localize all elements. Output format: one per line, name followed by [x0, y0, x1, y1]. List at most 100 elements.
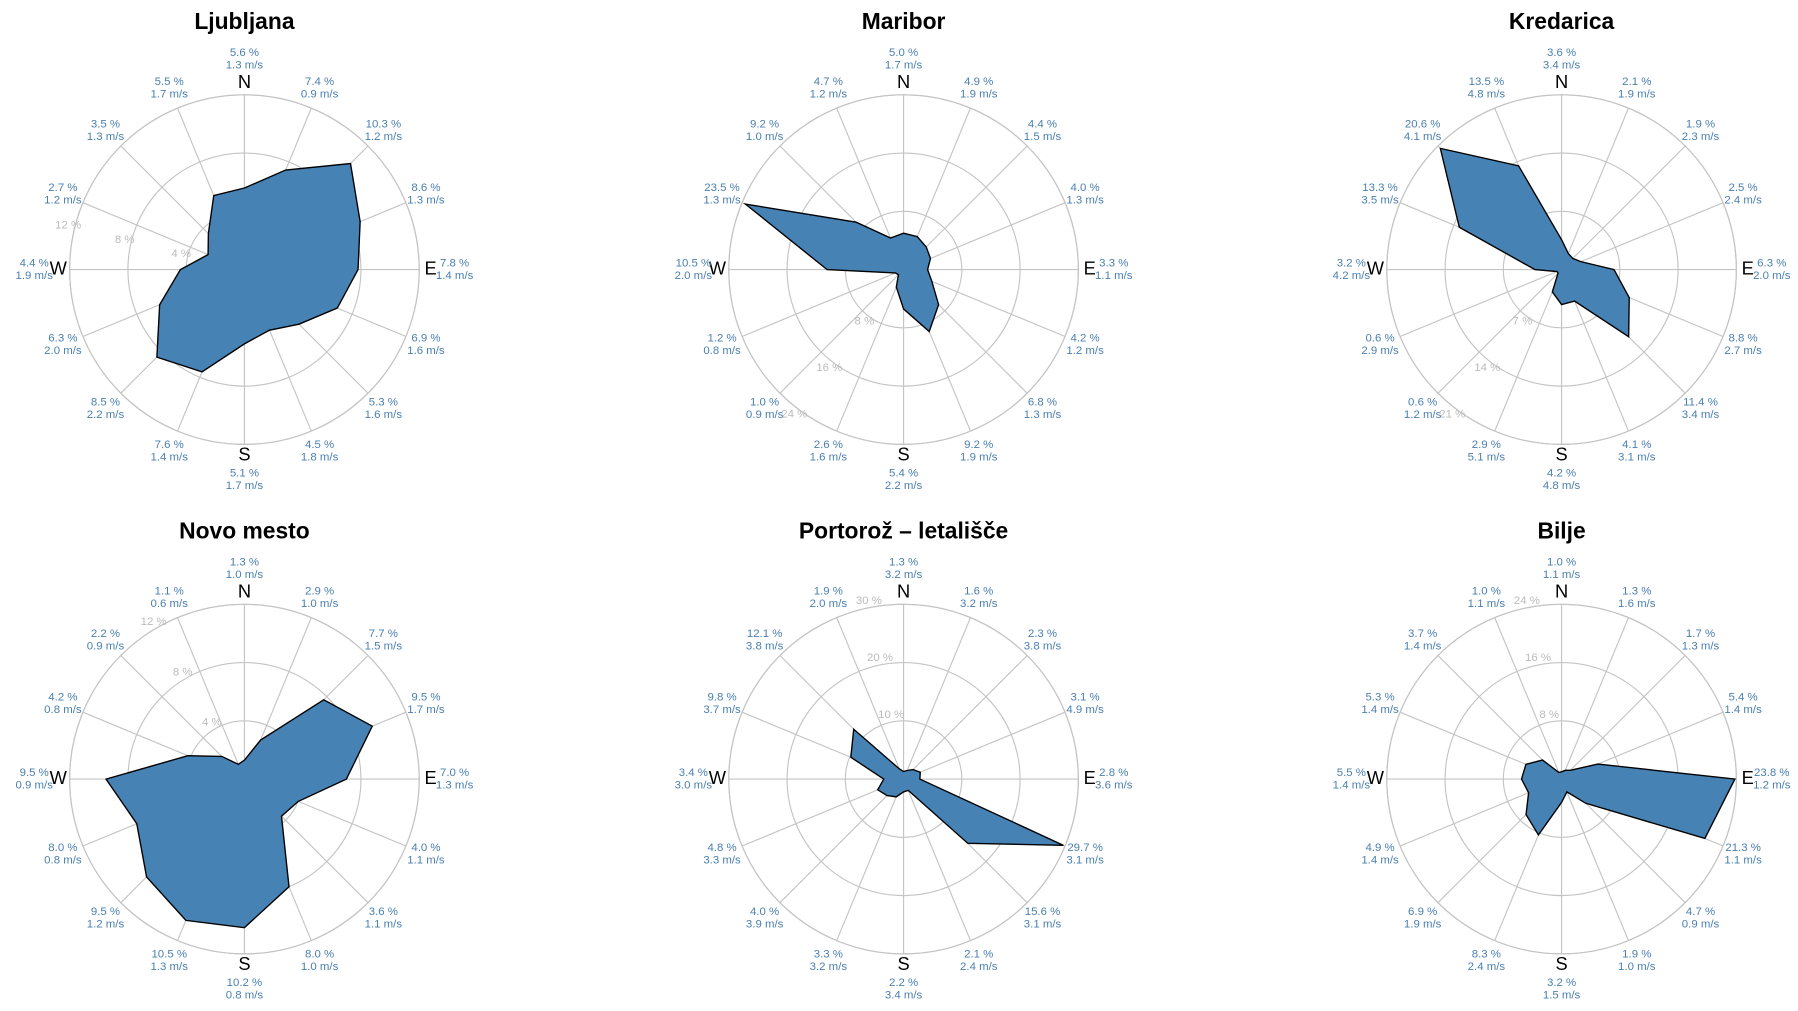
direction-label: N	[238, 71, 251, 92]
value-label: 9.5 %	[20, 767, 49, 779]
value-label: 5.4 %	[1729, 692, 1758, 704]
spoke	[1561, 617, 1629, 780]
value-label: 1.9 %	[1622, 948, 1651, 960]
direction-label: W	[50, 767, 68, 788]
value-label: 4.5 %	[305, 439, 334, 451]
chart-title: Ljubljana	[194, 8, 295, 34]
speed-label: 0.8 m/s	[226, 990, 264, 1002]
value-label: 6.3 %	[1757, 257, 1786, 269]
speed-label: 1.2 m/s	[1404, 409, 1442, 421]
direction-label: W	[50, 257, 68, 278]
speed-label: 3.7 m/s	[703, 704, 741, 716]
value-label: 3.6 %	[1547, 47, 1576, 59]
value-label: 8.3 %	[1472, 948, 1501, 960]
speed-label: 1.9 m/s	[16, 270, 54, 282]
speed-label: 1.0 m/s	[1618, 961, 1656, 973]
speed-label: 1.6 m/s	[1618, 598, 1656, 610]
speed-label: 1.1 m/s	[1543, 569, 1581, 581]
speed-label: 1.4 m/s	[1333, 779, 1371, 791]
speed-label: 3.2 m/s	[885, 569, 923, 581]
speed-label: 1.4 m/s	[151, 451, 189, 463]
value-label: 21.3 %	[1725, 842, 1761, 854]
value-label: 10.5 %	[676, 257, 712, 269]
speed-label: 1.0 m/s	[226, 569, 264, 581]
direction-label: S	[238, 953, 250, 974]
spoke	[1561, 145, 1686, 271]
direction-label: E	[1742, 257, 1754, 278]
speed-label: 1.5 m/s	[365, 640, 403, 652]
direction-label: E	[425, 767, 437, 788]
spoke	[903, 655, 1028, 780]
speed-label: 1.3 m/s	[1024, 409, 1062, 421]
value-label: 4.0 %	[750, 906, 779, 918]
speed-label: 3.0 m/s	[675, 779, 713, 791]
value-label: 9.5 %	[91, 906, 120, 918]
value-label: 8.6 %	[411, 182, 440, 194]
direction-label: E	[425, 257, 437, 278]
speed-label: 1.0 m/s	[301, 598, 339, 610]
r-tick-label: 16 %	[816, 362, 842, 374]
speed-label: 0.9 m/s	[746, 409, 784, 421]
value-label: 1.7 %	[1686, 628, 1715, 640]
value-label: 5.3 %	[369, 396, 398, 408]
value-label: 4.8 %	[707, 842, 736, 854]
speed-label: 1.2 m/s	[87, 918, 125, 930]
r-tick-label: 10 %	[878, 709, 904, 721]
speed-label: 2.4 m/s	[1724, 195, 1762, 207]
speed-label: 5.1 m/s	[1468, 451, 1506, 463]
speed-label: 2.0 m/s	[44, 345, 82, 357]
speed-label: 0.9 m/s	[1682, 918, 1720, 930]
speed-label: 2.2 m/s	[87, 409, 125, 421]
spoke	[741, 778, 904, 847]
value-label: 1.3 %	[230, 557, 259, 569]
value-label: 2.7 %	[48, 182, 77, 194]
value-label: 13.5 %	[1469, 76, 1505, 88]
speed-label: 1.7 m/s	[885, 60, 923, 72]
value-label: 8.5 %	[91, 396, 120, 408]
value-label: 6.9 %	[1408, 906, 1437, 918]
value-label: 11.4 %	[1683, 396, 1718, 408]
value-label: 3.2 %	[1547, 977, 1576, 989]
direction-label: E	[1084, 767, 1096, 788]
speed-label: 3.8 m/s	[746, 640, 784, 652]
value-label: 4.4 %	[1028, 118, 1057, 130]
speed-label: 2.0 m/s	[675, 270, 713, 282]
r-tick-label: 4 %	[171, 248, 191, 260]
value-label: 3.5 %	[91, 118, 120, 130]
value-label: 4.7 %	[814, 76, 843, 88]
speed-label: 3.3 m/s	[703, 855, 741, 867]
speed-label: 3.2 m/s	[810, 961, 848, 973]
spoke	[903, 778, 971, 941]
value-label: 4.2 %	[48, 692, 77, 704]
speed-label: 3.4 m/s	[1682, 409, 1720, 421]
value-label: 4.2 %	[1547, 468, 1576, 480]
value-label: 3.3 %	[1099, 257, 1128, 269]
speed-label: 1.6 m/s	[407, 345, 445, 357]
value-label: 0.6 %	[1365, 333, 1394, 345]
value-label: 4.1 %	[1622, 439, 1651, 451]
speed-label: 1.7 m/s	[407, 704, 445, 716]
value-label: 0.6 %	[1408, 396, 1437, 408]
value-label: 9.2 %	[964, 439, 993, 451]
value-label: 5.5 %	[155, 76, 184, 88]
speed-label: 1.4 m/s	[1361, 704, 1399, 716]
rose-area	[104, 698, 374, 929]
value-label: 8.8 %	[1729, 333, 1758, 345]
chart-title: Kredarica	[1509, 8, 1615, 34]
value-label: 29.7 %	[1067, 842, 1103, 854]
value-label: 3.6 %	[369, 906, 398, 918]
r-tick-label: 21 %	[1439, 409, 1465, 421]
speed-label: 2.4 m/s	[960, 961, 998, 973]
value-label: 15.6 %	[1025, 906, 1061, 918]
r-tick-label: 8 %	[1539, 709, 1559, 721]
speed-label: 1.7 m/s	[151, 88, 189, 100]
r-tick-label: 12 %	[141, 616, 167, 628]
r-tick-label: 14 %	[1474, 362, 1500, 374]
direction-label: N	[1555, 71, 1568, 92]
value-label: 5.3 %	[1365, 692, 1394, 704]
value-label: 7.8 %	[440, 257, 469, 269]
spoke	[1437, 655, 1562, 780]
